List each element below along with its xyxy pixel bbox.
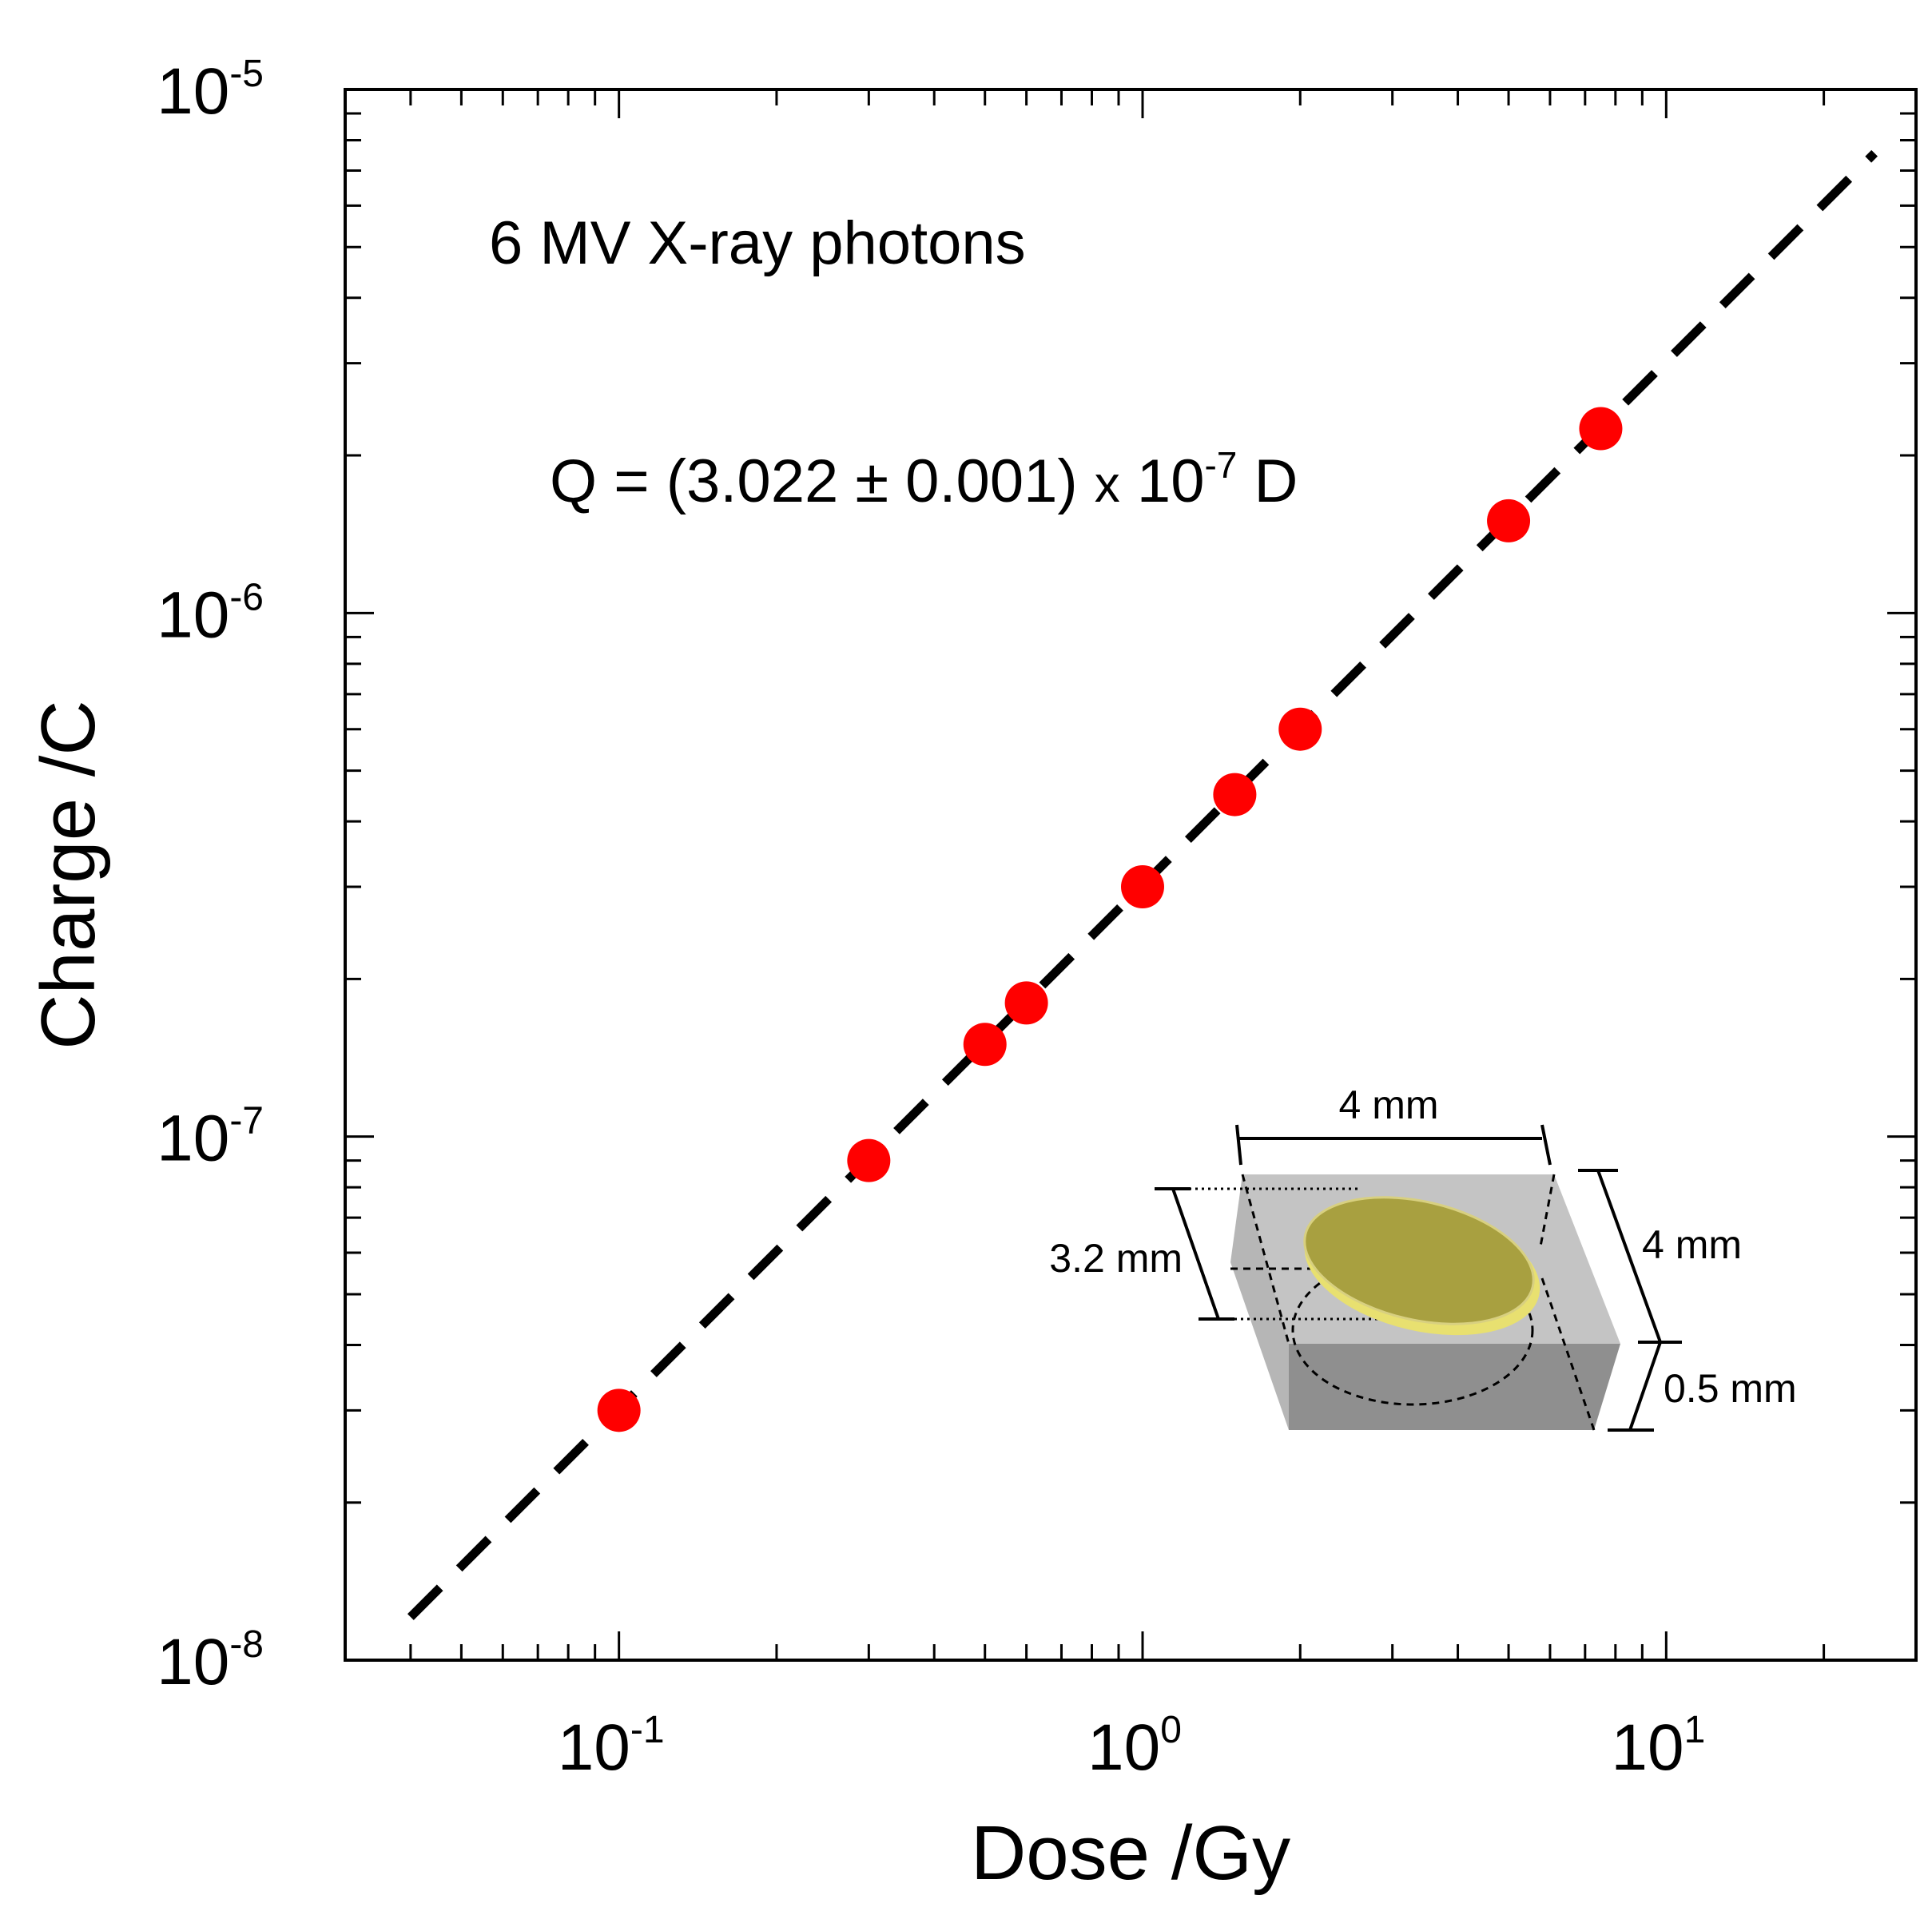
hidden-edge xyxy=(1241,1174,1290,1345)
data-point xyxy=(847,1138,891,1182)
x-axis-title: Dose /Gy xyxy=(971,1810,1290,1896)
y-tick-label: 10-5 xyxy=(157,53,264,128)
data-point xyxy=(1487,499,1531,542)
y-tick-label: 10-7 xyxy=(157,1100,264,1175)
x-tick-labels: 10-1 100 101 xyxy=(558,1709,1706,1784)
dim-width-tick xyxy=(1540,1124,1552,1166)
dim-width-label: 4 mm xyxy=(1339,1083,1439,1127)
dim-width-tick xyxy=(1235,1124,1242,1166)
data-point xyxy=(1278,707,1322,751)
hidden-edge xyxy=(1540,1277,1596,1431)
data-point xyxy=(1004,981,1048,1025)
data-point xyxy=(1213,773,1257,816)
y-tick-labels: 10-8 10-7 10-6 10-5 xyxy=(157,53,264,1698)
dim-thick-label: 0.5 mm xyxy=(1664,1366,1797,1411)
radiation-label: 6 MV X-ray photons xyxy=(489,209,1026,277)
y-tick-label: 10-6 xyxy=(157,576,264,651)
disc-top xyxy=(1303,1196,1535,1325)
data-point xyxy=(1120,864,1164,908)
dim-disc-label: 3.2 mm xyxy=(1049,1236,1183,1281)
y-axis-title: Charge /C xyxy=(26,700,111,1050)
x-tick-label: 101 xyxy=(1611,1709,1705,1784)
dim-thick-line xyxy=(1628,1341,1662,1431)
dim-depth-label: 4 mm xyxy=(1642,1222,1742,1267)
series-layer xyxy=(407,149,1878,1620)
x-tick-label: 10-1 xyxy=(558,1709,665,1784)
block-front-face xyxy=(1289,1344,1620,1430)
axis-ticks xyxy=(344,88,1918,1662)
dim-depth-line xyxy=(1596,1170,1662,1343)
data-point xyxy=(1579,407,1623,451)
fit-equation: Q = (3.022 ± 0.001) x 10-7 D xyxy=(550,444,1298,515)
x-tick-label: 100 xyxy=(1087,1709,1182,1784)
data-point xyxy=(963,1023,1007,1067)
y-tick-label: 10-8 xyxy=(157,1623,264,1698)
block-left-face xyxy=(1230,1174,1289,1430)
data-point xyxy=(597,1389,641,1432)
dim-disc-line xyxy=(1171,1188,1220,1320)
detector-inset: 4 mm 3.2 mm 4 mm 0.5 mm xyxy=(1049,1083,1797,1432)
plot-frame xyxy=(344,88,1918,1662)
